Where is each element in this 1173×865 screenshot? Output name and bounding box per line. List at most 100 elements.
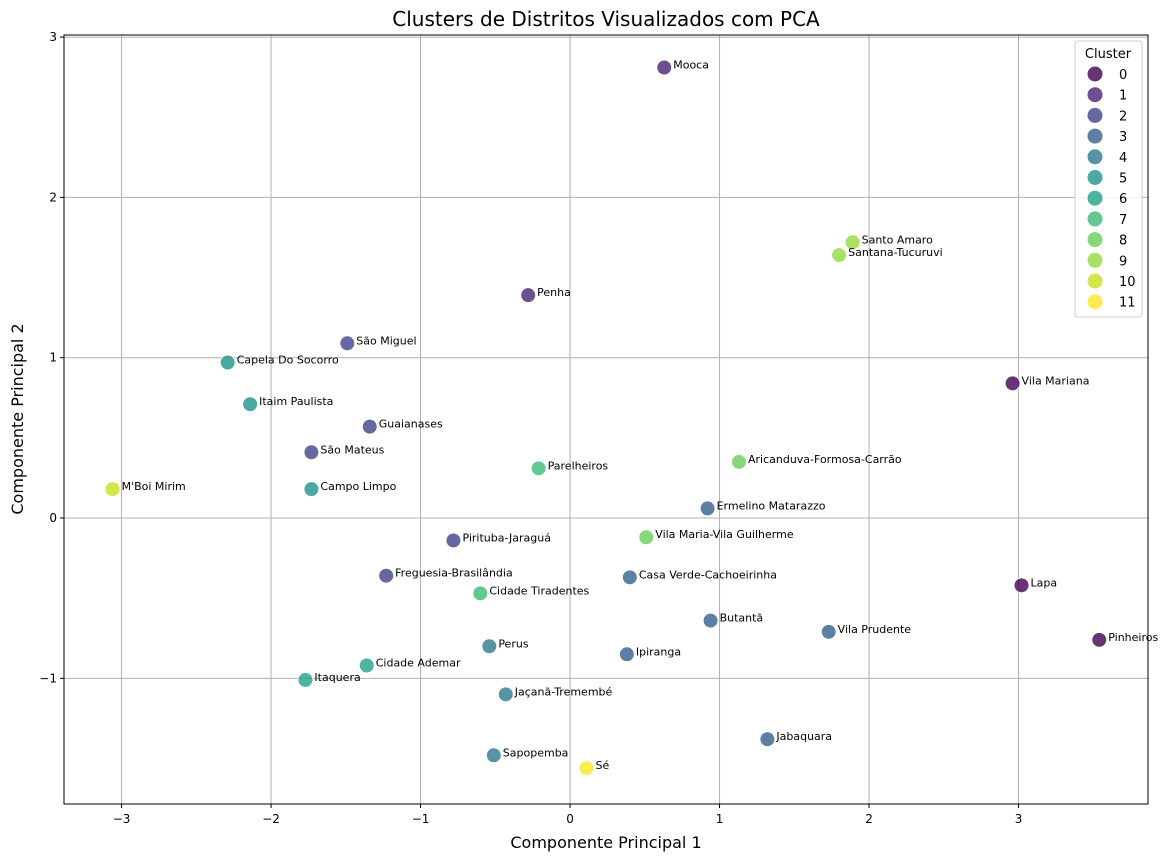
legend-entry: 6 [1119, 192, 1127, 207]
data-point [759, 731, 776, 748]
point-label: Vila Prudente [838, 623, 912, 636]
data-point [530, 460, 547, 477]
y-tick-label: 0 [49, 511, 57, 525]
point-label: Sé [595, 759, 609, 772]
point-label: Aricanduva-Formosa-Carrão [748, 453, 902, 466]
legend-marker [1087, 294, 1103, 310]
data-point [638, 529, 655, 546]
data-point [472, 585, 489, 602]
legend-entry: 3 [1119, 130, 1127, 145]
point-label: Penha [537, 286, 571, 299]
y-tick-label: 2 [49, 190, 57, 204]
legend-marker [1087, 211, 1103, 227]
legend-entry: 2 [1119, 109, 1127, 124]
data-point [497, 686, 514, 703]
data-point [485, 747, 502, 764]
legend-marker [1087, 128, 1103, 144]
point-label: Cidade Tiradentes [489, 584, 589, 597]
data-point [702, 612, 719, 629]
x-tick-label: 1 [716, 812, 724, 826]
data-point [445, 532, 462, 549]
data-point [1004, 375, 1021, 392]
x-tick-label: 0 [566, 812, 574, 826]
data-point [303, 444, 320, 461]
data-point [844, 234, 861, 251]
legend-entry: 0 [1119, 68, 1127, 83]
data-point [481, 638, 498, 655]
point-label: Santo Amaro [862, 233, 933, 246]
point-label: São Miguel [356, 334, 416, 347]
data-point [578, 760, 595, 777]
legend-marker [1087, 66, 1103, 82]
point-label: Pinheiros [1108, 631, 1158, 644]
point-label: Itaim Paulista [259, 395, 333, 408]
point-label: Mooca [673, 59, 709, 72]
point-label: Jabaquara [775, 730, 832, 743]
legend-entry: 4 [1119, 151, 1127, 166]
data-point [699, 500, 716, 517]
legend-marker [1087, 252, 1103, 268]
data-point [730, 453, 747, 470]
x-tick-label: −2 [262, 812, 280, 826]
data-point [656, 59, 673, 76]
point-label: Ipiranga [636, 645, 681, 658]
point-label: Cidade Ademar [376, 656, 461, 669]
legend-entry: 8 [1119, 234, 1127, 249]
ticks: −3 −2 −1 0 1 2 3 −1 0 1 2 3 [39, 30, 1022, 826]
x-tick-label: 3 [1015, 812, 1023, 826]
legend-entry: 9 [1119, 254, 1127, 269]
point-label: Freguesia-Brasilândia [395, 567, 513, 580]
legend-marker [1087, 170, 1103, 185]
legend-entry: 7 [1119, 213, 1127, 228]
point-label: Capela Do Socorro [237, 354, 339, 367]
legend-entry: 5 [1119, 172, 1127, 187]
data-point [219, 354, 236, 371]
point-label: Lapa [1031, 576, 1058, 589]
legend-entry: 11 [1119, 296, 1136, 311]
legend-marker [1087, 190, 1103, 206]
y-axis-label: Componente Principal 2 [8, 323, 27, 514]
chart-title: Clusters de Distritos Visualizados com P… [392, 7, 820, 31]
point-label: Guaianases [379, 418, 443, 431]
point-label: São Mateus [320, 443, 384, 456]
data-point [303, 481, 320, 498]
legend: Cluster 0 1 2 3 4 5 6 7 8 9 10 11 [1074, 40, 1143, 318]
x-tick-label: −1 [412, 812, 430, 826]
x-tick-label: −3 [113, 812, 131, 826]
legend-marker [1087, 87, 1103, 103]
point-label: Butantã [720, 612, 764, 625]
y-tick-label: 3 [49, 30, 57, 44]
data-point [104, 481, 121, 498]
legend-marker [1087, 149, 1103, 165]
data-point [621, 569, 638, 586]
data-point [358, 657, 375, 674]
point-label: Sapopemba [503, 746, 569, 759]
point-label: Jaçanã-Tremembé [514, 685, 613, 698]
legend-marker [1087, 232, 1103, 248]
point-label: M'Boi Mirim [122, 480, 186, 493]
data-point [1091, 631, 1108, 648]
x-axis-label: Componente Principal 1 [510, 833, 701, 852]
data-point [378, 567, 395, 584]
data-point [361, 418, 378, 435]
data-point [831, 247, 848, 264]
y-tick-label: 1 [49, 351, 57, 365]
plot-frame [63, 34, 1149, 805]
point-label: Parelheiros [548, 459, 609, 472]
y-tick-label: −1 [39, 671, 57, 685]
point-label: Casa Verde-Cachoeirinha [639, 568, 777, 581]
point-label: Pirituba-Jaraguá [462, 531, 551, 544]
data-point [339, 335, 356, 352]
data-point [242, 396, 259, 413]
data-point [297, 671, 314, 688]
legend-entry: 10 [1119, 275, 1136, 290]
data-point [1013, 577, 1030, 594]
data-point [820, 623, 837, 640]
data-point [618, 646, 635, 663]
legend-marker [1087, 273, 1103, 289]
x-tick-label: 2 [865, 812, 873, 826]
point-label: Itaquera [314, 671, 360, 684]
